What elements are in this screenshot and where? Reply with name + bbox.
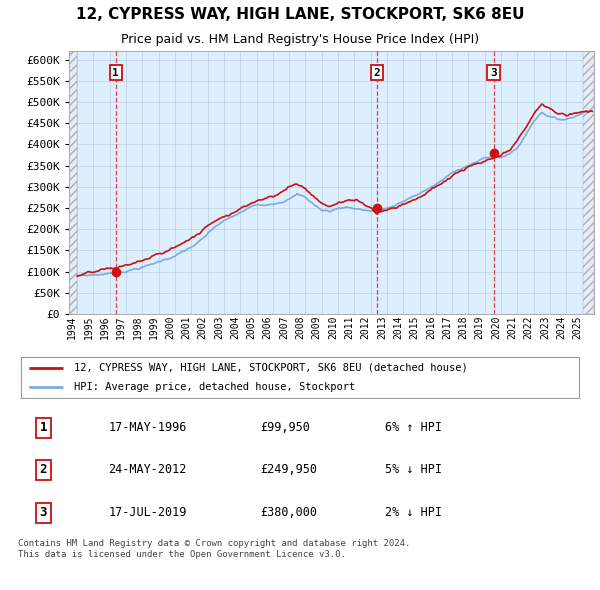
Text: 2018: 2018 — [458, 316, 469, 339]
Text: 3: 3 — [490, 67, 497, 77]
Text: 24-MAY-2012: 24-MAY-2012 — [108, 463, 187, 476]
Text: 1998: 1998 — [133, 316, 142, 339]
Text: £249,950: £249,950 — [260, 463, 317, 476]
Text: 2007: 2007 — [279, 316, 289, 339]
Text: 2021: 2021 — [508, 316, 517, 339]
FancyBboxPatch shape — [21, 357, 579, 398]
Text: 2005: 2005 — [247, 316, 257, 339]
Text: 2015: 2015 — [410, 316, 419, 339]
Text: 1997: 1997 — [116, 316, 126, 339]
Text: 1995: 1995 — [83, 316, 94, 339]
Text: 6% ↑ HPI: 6% ↑ HPI — [385, 421, 442, 434]
Text: 2014: 2014 — [393, 316, 403, 339]
Text: 2024: 2024 — [556, 316, 566, 339]
Text: 1994: 1994 — [67, 316, 77, 339]
Text: 2012: 2012 — [361, 316, 371, 339]
Text: 17-JUL-2019: 17-JUL-2019 — [108, 506, 187, 519]
Text: 2011: 2011 — [344, 316, 355, 339]
Text: 5% ↓ HPI: 5% ↓ HPI — [385, 463, 442, 476]
Text: 1999: 1999 — [149, 316, 158, 339]
Text: 2008: 2008 — [295, 316, 305, 339]
Text: 1: 1 — [112, 67, 119, 77]
Text: 2023: 2023 — [540, 316, 550, 339]
Text: 2010: 2010 — [328, 316, 338, 339]
Text: 2009: 2009 — [312, 316, 322, 339]
Text: 2% ↓ HPI: 2% ↓ HPI — [385, 506, 442, 519]
Text: Price paid vs. HM Land Registry's House Price Index (HPI): Price paid vs. HM Land Registry's House … — [121, 32, 479, 45]
Text: 2: 2 — [40, 463, 47, 476]
Text: 2: 2 — [374, 67, 380, 77]
Text: 2002: 2002 — [197, 316, 208, 339]
Text: This data is licensed under the Open Government Licence v3.0.: This data is licensed under the Open Gov… — [18, 550, 346, 559]
Text: 1: 1 — [40, 421, 47, 434]
Text: £99,950: £99,950 — [260, 421, 310, 434]
Text: 1996: 1996 — [100, 316, 110, 339]
Text: 2006: 2006 — [263, 316, 273, 339]
Text: 2001: 2001 — [181, 316, 191, 339]
Text: 2017: 2017 — [442, 316, 452, 339]
Text: 12, CYPRESS WAY, HIGH LANE, STOCKPORT, SK6 8EU (detached house): 12, CYPRESS WAY, HIGH LANE, STOCKPORT, S… — [74, 363, 468, 372]
Text: Contains HM Land Registry data © Crown copyright and database right 2024.: Contains HM Land Registry data © Crown c… — [18, 539, 410, 548]
Text: 3: 3 — [40, 506, 47, 519]
Text: 2019: 2019 — [475, 316, 485, 339]
Bar — [583, 51, 594, 314]
Text: 2013: 2013 — [377, 316, 387, 339]
Text: 2016: 2016 — [426, 316, 436, 339]
Text: 17-MAY-1996: 17-MAY-1996 — [108, 421, 187, 434]
Text: 12, CYPRESS WAY, HIGH LANE, STOCKPORT, SK6 8EU: 12, CYPRESS WAY, HIGH LANE, STOCKPORT, S… — [76, 6, 524, 22]
Text: HPI: Average price, detached house, Stockport: HPI: Average price, detached house, Stoc… — [74, 382, 356, 392]
Text: 2000: 2000 — [165, 316, 175, 339]
Text: 2022: 2022 — [524, 316, 533, 339]
Text: 2004: 2004 — [230, 316, 240, 339]
Text: 2003: 2003 — [214, 316, 224, 339]
Bar — [69, 51, 77, 314]
Text: £380,000: £380,000 — [260, 506, 317, 519]
Text: 2020: 2020 — [491, 316, 501, 339]
Text: 2025: 2025 — [572, 316, 583, 339]
